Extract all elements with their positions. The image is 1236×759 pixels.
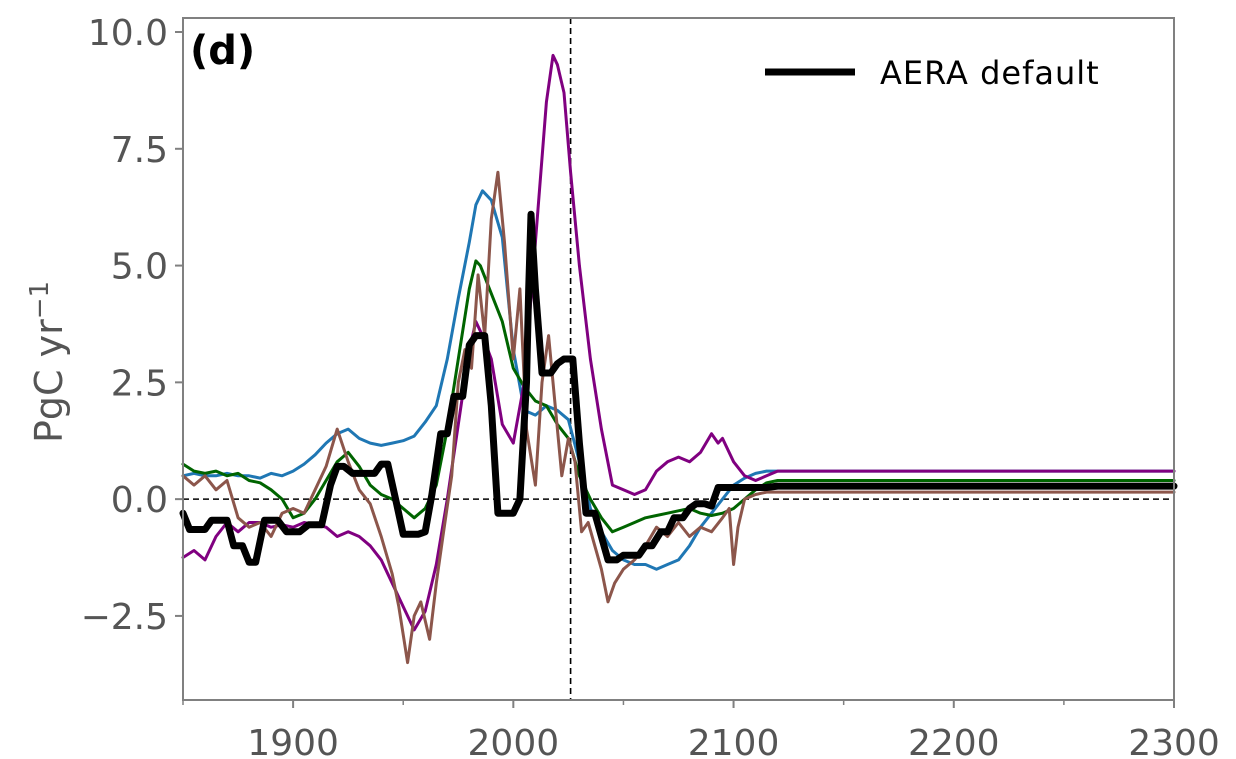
series-layer [179,53,1178,665]
x-tick-label: 1900 [247,723,339,759]
y-axis-label-exponent: −1 [25,281,55,319]
series-line-4 [181,170,1176,665]
series-line-2 [181,259,1176,534]
x-tick-label: 2300 [1128,723,1220,759]
legend-label-aera-default: AERA default [880,54,1100,92]
x-tick-label: 2200 [908,723,1000,759]
legend: AERA default [765,54,1100,92]
y-tick-label: 10.0 [88,13,168,54]
series-line-3 [181,53,1176,632]
plot-frame [182,17,1175,701]
tick-layer: 1900 2000 2100 2200 2300 −2.5 0.0 2.5 5.0 7.5 10.0 [81,13,1220,759]
y-axis-label: PgC yr−1 [25,281,71,443]
y-axis-label-unit: PgC yr [27,319,71,443]
y-tick-label: 0.0 [111,480,168,521]
y-tick-label: 7.5 [111,130,168,171]
y-tick-label: 5.0 [111,247,168,288]
y-tick-label: 2.5 [111,363,168,404]
x-tick-label: 2100 [688,723,780,759]
series-line-1 [181,189,1176,571]
panel-label: (d) [190,28,255,74]
x-tick-label: 2000 [468,723,560,759]
y-tick-label: −2.5 [81,597,168,638]
series-line-aera-default [179,210,1178,566]
